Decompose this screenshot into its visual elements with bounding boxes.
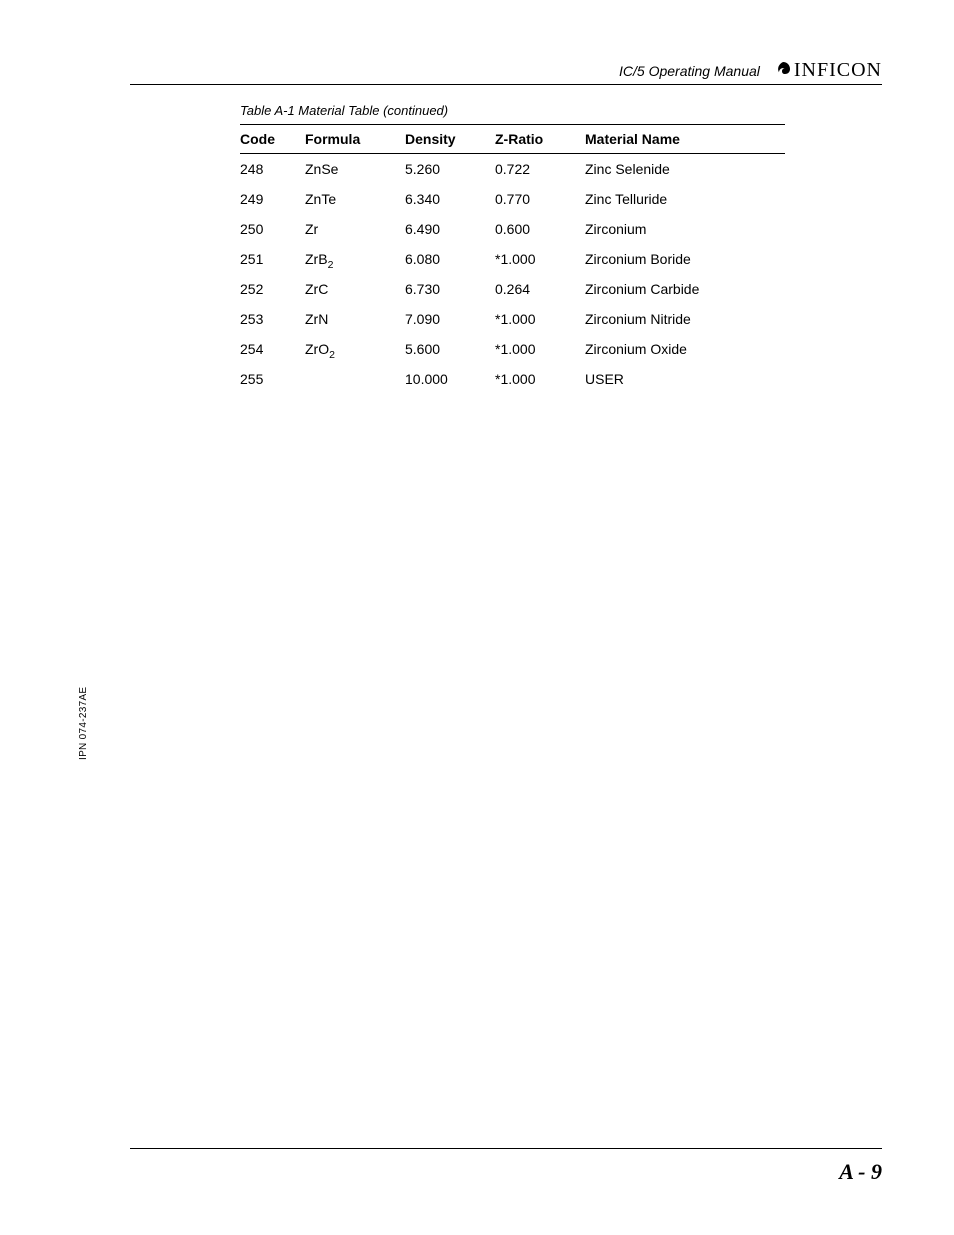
cell-density: 6.730 [405,274,495,304]
content-area: Table A-1 Material Table (continued) Cod… [130,103,882,394]
cell-formula: ZnTe [305,184,405,214]
cell-zratio: *1.000 [495,244,585,274]
inficon-swirl-icon [774,61,792,79]
col-header-density: Density [405,125,495,154]
cell-material-name: Zinc Selenide [585,154,785,185]
cell-material-name: Zirconium Boride [585,244,785,274]
cell-density: 7.090 [405,304,495,334]
cell-material-name: Zirconium Carbide [585,274,785,304]
manual-title: IC/5 Operating Manual [619,64,760,80]
cell-formula: ZnSe [305,154,405,185]
table-header-row: Code Formula Density Z-Ratio Material Na… [240,125,785,154]
cell-formula: ZrN [305,304,405,334]
cell-zratio: *1.000 [495,334,585,364]
cell-zratio: 0.770 [495,184,585,214]
cell-formula: ZrB2 [305,244,405,274]
table-row: 253ZrN7.090*1.000Zirconium Nitride [240,304,785,334]
cell-density: 5.600 [405,334,495,364]
cell-code: 253 [240,304,305,334]
col-header-code: Code [240,125,305,154]
cell-zratio: 0.600 [495,214,585,244]
cell-formula [305,364,405,394]
cell-code: 249 [240,184,305,214]
col-header-zratio: Z-Ratio [495,125,585,154]
page: IC/5 Operating Manual INFICON Table A-1 … [0,0,954,1235]
cell-code: 248 [240,154,305,185]
cell-material-name: USER [585,364,785,394]
cell-code: 250 [240,214,305,244]
cell-zratio: 0.722 [495,154,585,185]
page-header: IC/5 Operating Manual INFICON [130,60,882,85]
cell-zratio: *1.000 [495,304,585,334]
cell-density: 6.490 [405,214,495,244]
material-table: Code Formula Density Z-Ratio Material Na… [240,124,785,394]
table-body: 248ZnSe5.2600.722Zinc Selenide249ZnTe6.3… [240,154,785,395]
cell-material-name: Zirconium [585,214,785,244]
table-row: 251ZrB26.080*1.000Zirconium Boride [240,244,785,274]
cell-formula: ZrO2 [305,334,405,364]
cell-formula: Zr [305,214,405,244]
brand-logo: INFICON [774,60,882,80]
cell-zratio: 0.264 [495,274,585,304]
cell-formula: ZrC [305,274,405,304]
table-row: 255 10.000*1.000USER [240,364,785,394]
cell-material-name: Zirconium Nitride [585,304,785,334]
page-number: A - 9 [839,1159,882,1184]
table-row: 250Zr6.4900.600Zirconium [240,214,785,244]
ipn-side-label: IPN 074-237AE [78,687,89,760]
cell-material-name: Zirconium Oxide [585,334,785,364]
cell-density: 6.080 [405,244,495,274]
brand-logo-text: INFICON [794,60,882,80]
cell-code: 251 [240,244,305,274]
cell-density: 5.260 [405,154,495,185]
cell-zratio: *1.000 [495,364,585,394]
table-row: 248ZnSe5.2600.722Zinc Selenide [240,154,785,185]
cell-code: 254 [240,334,305,364]
table-row: 254ZrO25.600*1.000Zirconium Oxide [240,334,785,364]
table-row: 252ZrC6.7300.264Zirconium Carbide [240,274,785,304]
cell-density: 6.340 [405,184,495,214]
col-header-name: Material Name [585,125,785,154]
table-row: 249ZnTe6.3400.770Zinc Telluride [240,184,785,214]
cell-density: 10.000 [405,364,495,394]
page-footer: A - 9 [130,1148,882,1185]
cell-material-name: Zinc Telluride [585,184,785,214]
table-caption: Table A-1 Material Table (continued) [240,103,882,118]
cell-code: 255 [240,364,305,394]
cell-code: 252 [240,274,305,304]
col-header-formula: Formula [305,125,405,154]
